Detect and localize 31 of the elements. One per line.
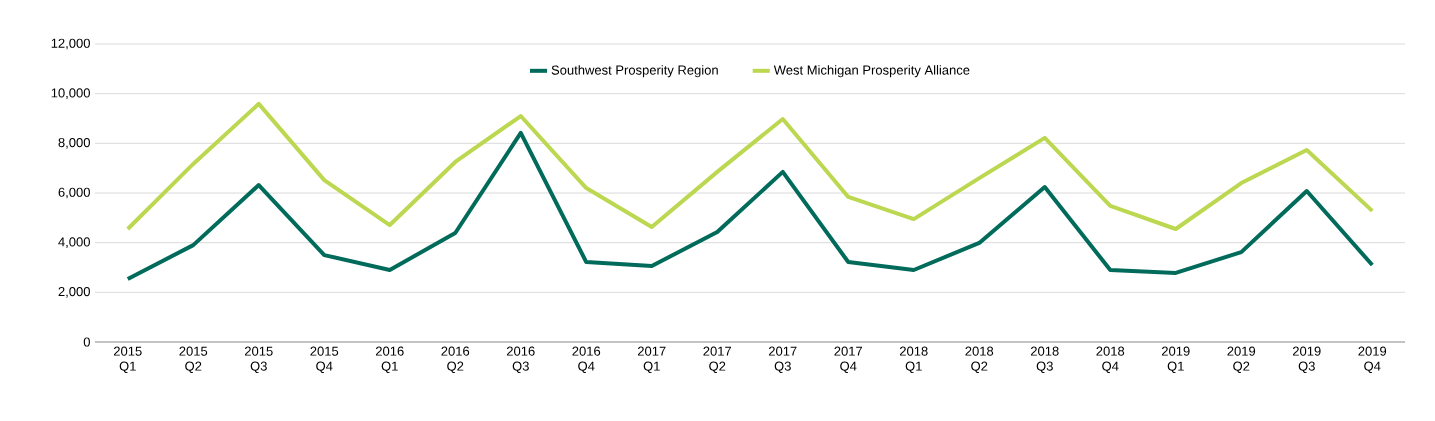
x-tick-label: 2016 Q1: [375, 346, 404, 374]
x-tick-label: 2015 Q1: [113, 346, 142, 374]
x-tick-label: 2017 Q2: [703, 346, 732, 374]
y-tick-label: 2,000: [58, 286, 90, 298]
legend-label: Southwest Prosperity Region: [551, 65, 718, 78]
x-tick-label: 2017 Q1: [637, 346, 666, 374]
y-tick-label: 6,000: [58, 187, 90, 199]
y-tick-label: 12,000: [51, 38, 90, 50]
x-tick-label: 2016 Q3: [506, 346, 535, 374]
y-tick-label: 10,000: [51, 88, 90, 100]
x-tick-label: 2015 Q2: [179, 346, 208, 374]
x-tick-label: 2019 Q1: [1161, 346, 1190, 374]
line-series: [125, 130, 1375, 281]
x-tick-label: 2019 Q4: [1358, 346, 1387, 374]
y-tick-label: 4,000: [58, 237, 90, 249]
x-tick-label: 2019 Q2: [1227, 346, 1256, 374]
x-tick-label: 2016 Q2: [441, 346, 470, 374]
x-tick-label: 2016 Q4: [572, 346, 601, 374]
x-tick-label: 2018 Q3: [1030, 346, 1059, 374]
legend-label: West Michigan Prosperity Alliance: [773, 65, 970, 78]
x-tick-label: 2019 Q3: [1292, 346, 1321, 374]
x-tick-label: 2018 Q1: [899, 346, 928, 374]
x-tick-label: 2018 Q4: [1096, 346, 1125, 374]
x-tick-label: 2017 Q3: [768, 346, 797, 374]
x-tick-label: 2017 Q4: [834, 346, 863, 374]
y-tick-label: 8,000: [58, 137, 90, 149]
x-tick-label: 2015 Q3: [244, 346, 273, 374]
x-tick-label: 2015 Q4: [310, 346, 339, 374]
x-tick-label: 2018 Q2: [965, 346, 994, 374]
y-tick-label: 0: [83, 337, 90, 347]
line-series: [125, 101, 1375, 232]
